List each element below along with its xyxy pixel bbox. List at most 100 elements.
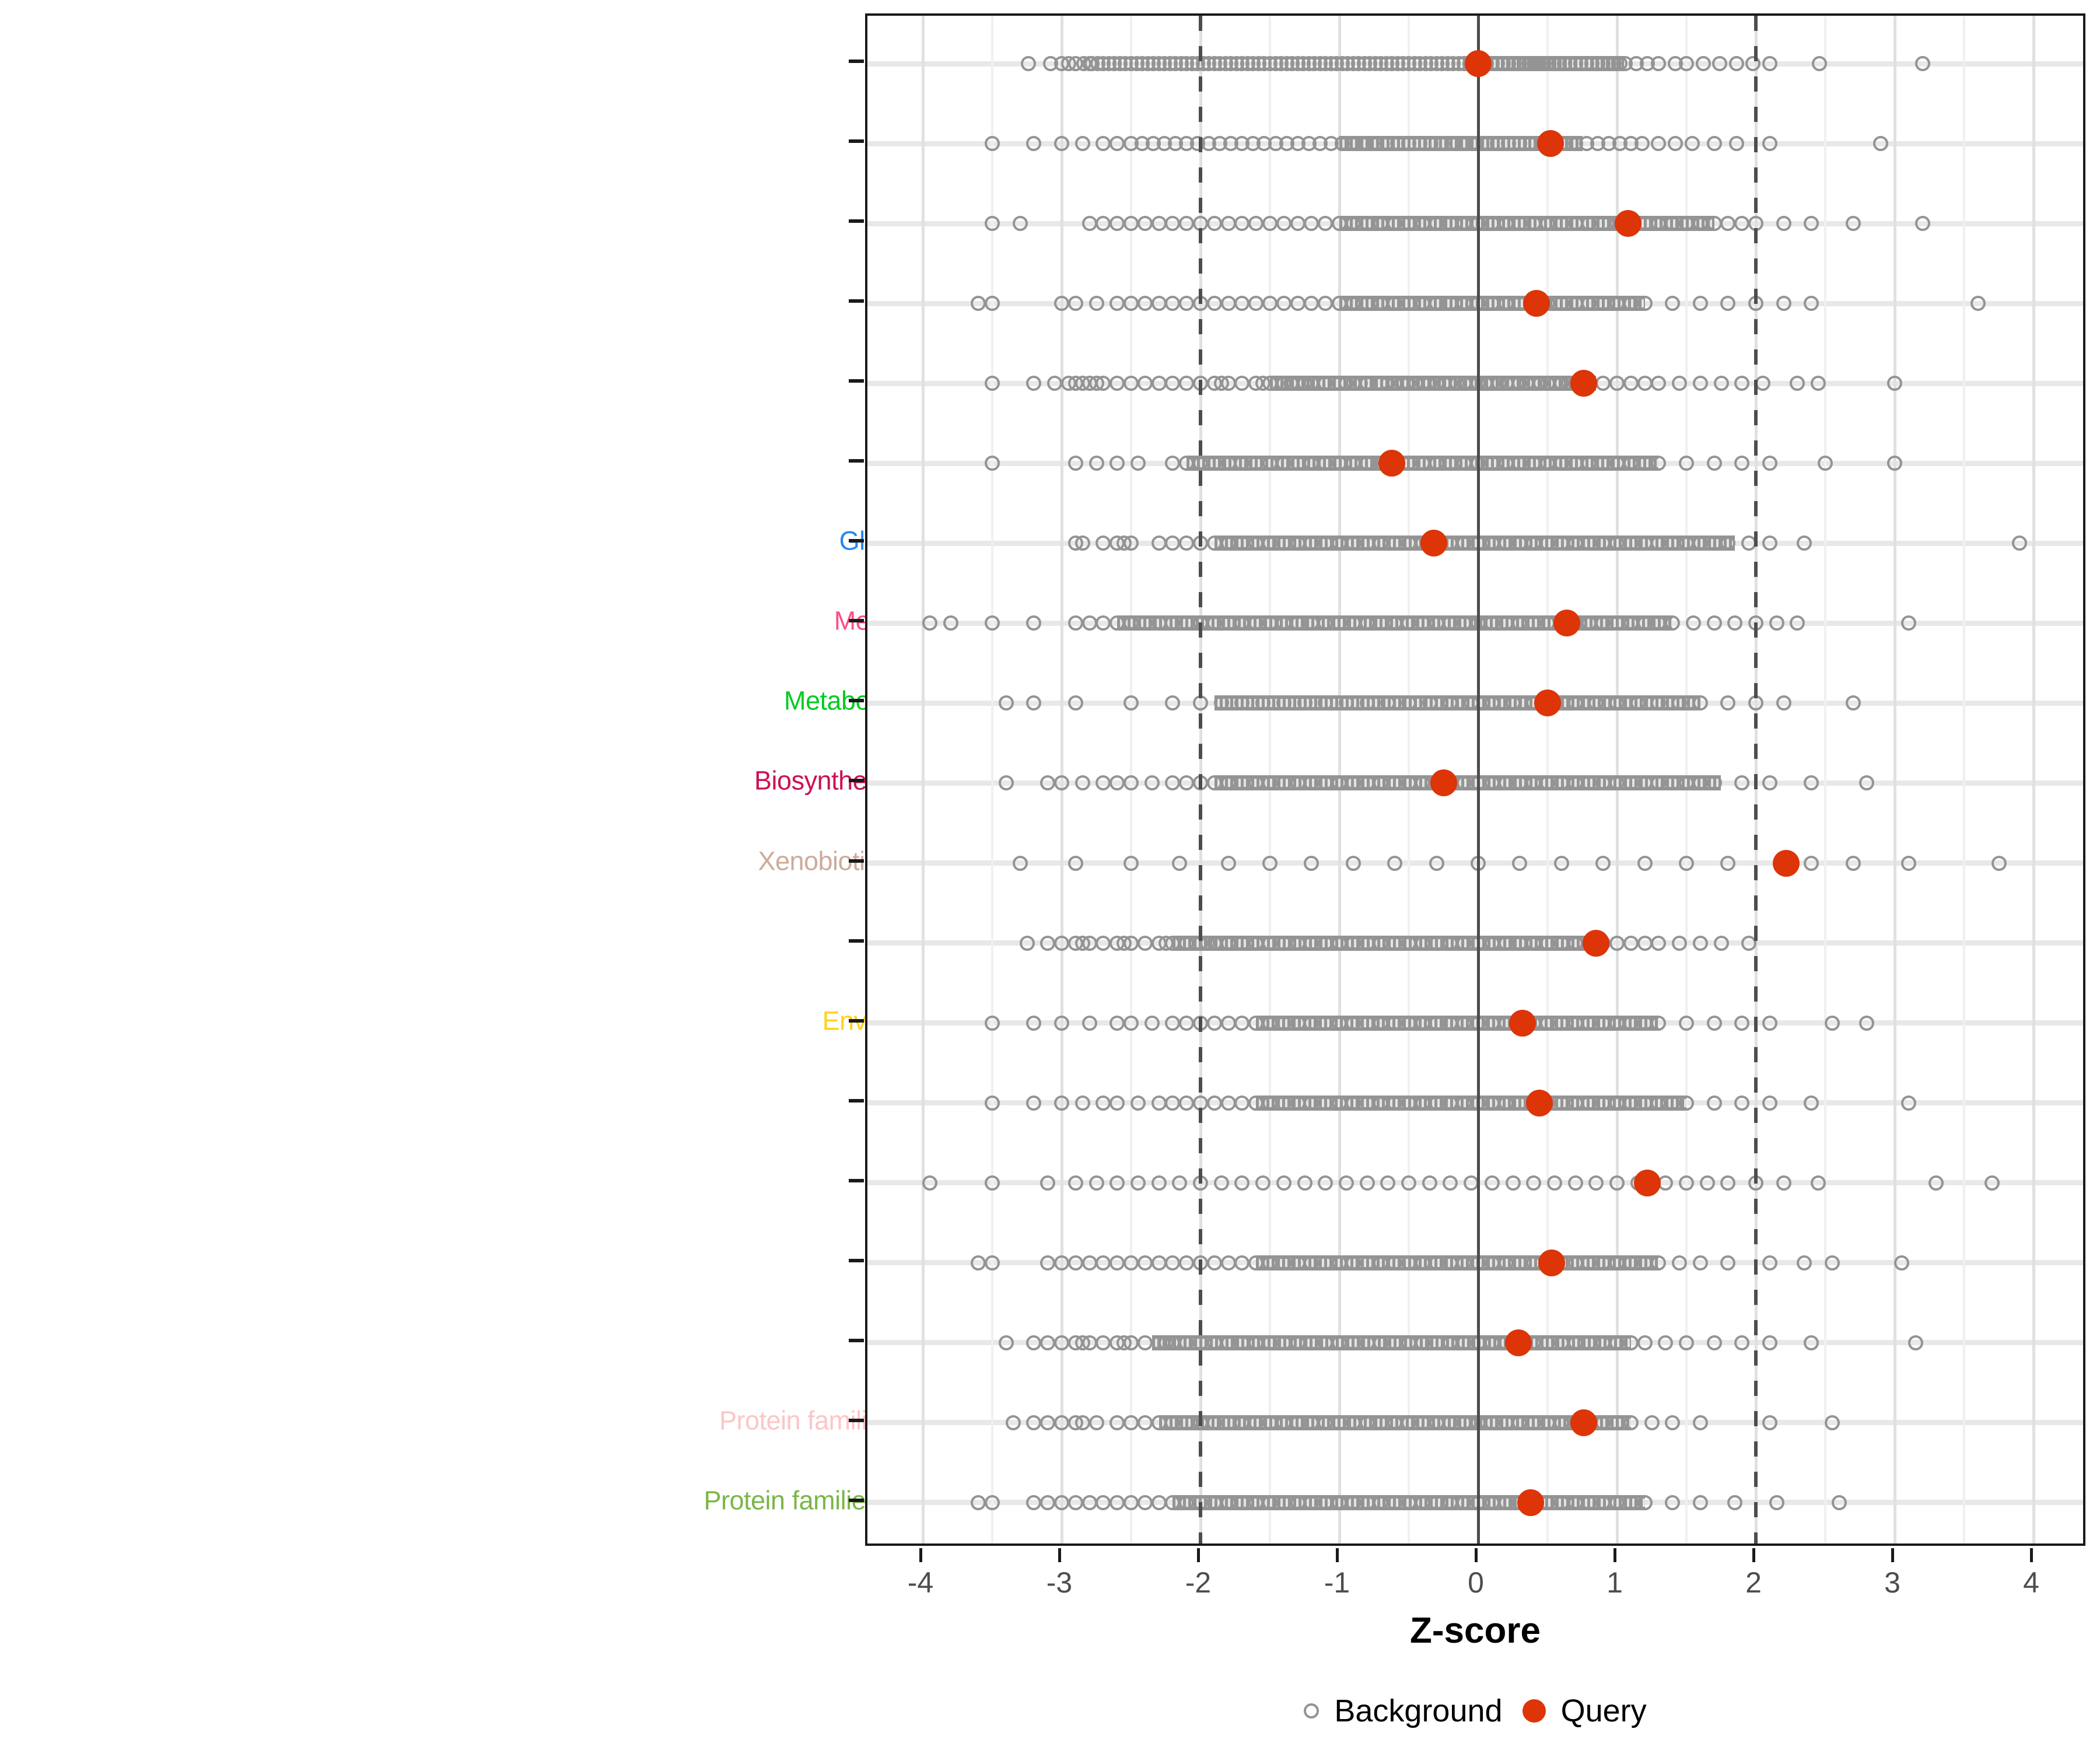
background-point [1262,1095,1278,1111]
background-point [1165,536,1181,551]
threshold-reference-line [1199,16,1202,1544]
background-point [1415,296,1430,312]
background-point [1422,1175,1437,1191]
background-point [1595,1255,1611,1270]
background-point [1373,1415,1389,1430]
background-point [1054,935,1069,951]
background-point [1318,1255,1334,1270]
background-point [1651,216,1667,232]
background-point [1429,1255,1444,1270]
background-point [1124,855,1139,871]
background-point [1484,935,1500,951]
background-point [1151,1095,1167,1111]
background-point [1672,1255,1688,1270]
background-point [1512,855,1528,871]
background-point [1262,216,1278,232]
background-point [1623,456,1639,471]
background-point [1679,536,1694,551]
background-point [1165,376,1181,391]
background-point [1234,376,1250,391]
background-point [1068,1255,1083,1270]
background-point [1248,1095,1264,1111]
background-point [1818,456,1833,471]
background-point [1304,1255,1320,1270]
background-point [1151,1494,1167,1510]
background-point [1457,775,1472,791]
background-point [1088,1415,1104,1430]
y-axis-tick [849,1418,864,1422]
background-point [1637,855,1653,871]
filled-circle-icon [1522,1699,1546,1723]
background-point [1151,376,1167,391]
background-point [1304,1415,1320,1430]
x-axis-tick [1196,1548,1200,1562]
background-point [1345,536,1361,551]
background-point [1179,1015,1195,1031]
background-point [1692,935,1708,951]
background-point [1637,935,1653,951]
background-point [1359,775,1375,791]
background-point [1581,536,1597,551]
background-point [1248,456,1264,471]
query-point [1509,1009,1536,1037]
open-circle-icon [1304,1703,1320,1718]
background-point [1054,296,1069,312]
background-point [1637,456,1653,471]
background-point [1720,296,1736,312]
background-point [1484,216,1500,232]
background-point [1512,935,1528,951]
background-point [1595,376,1611,391]
background-point [1540,1335,1555,1350]
background-point [1040,1175,1056,1191]
background-point [1762,1095,1777,1111]
background-point [1345,775,1361,791]
background-point [1054,1494,1069,1510]
background-point [1318,456,1334,471]
background-point [1762,775,1777,791]
background-point [1276,695,1292,711]
background-point [1262,456,1278,471]
threshold-reference-line [1754,16,1758,1544]
background-point [1332,1494,1347,1510]
background-point [1546,1175,1562,1191]
background-point [1276,1415,1292,1430]
background-point [1179,536,1195,551]
background-point [1151,1415,1167,1430]
y-axis-tick [849,1498,864,1502]
background-point [1012,216,1028,232]
background-point [1824,1015,1840,1031]
background-point [1581,1335,1597,1350]
background-point [1074,1095,1090,1111]
background-point [1096,1494,1111,1510]
background-point [1387,536,1403,551]
background-point [1637,376,1653,391]
background-point [1220,1015,1236,1031]
background-point [1484,1415,1500,1430]
background-point [1429,1494,1444,1510]
background-point [1345,935,1361,951]
background-point [971,1255,986,1270]
background-point [1484,1255,1500,1270]
background-point [1422,695,1437,711]
background-point [971,296,986,312]
background-point [1276,935,1292,951]
background-point [1165,1335,1181,1350]
background-point [1318,216,1334,232]
background-point [1811,376,1826,391]
background-point [1581,1095,1597,1111]
background-point [1679,1015,1694,1031]
background-point [1970,296,1986,312]
background-point [1082,216,1097,232]
background-point [1588,1175,1604,1191]
legend-item-query: Query [1522,1693,1647,1729]
vertical-gridline [921,16,925,1544]
background-point [1124,695,1139,711]
background-point [1553,1015,1569,1031]
background-point [1068,695,1083,711]
background-point [1595,615,1611,631]
background-point [1373,775,1389,791]
background-point [1637,1015,1653,1031]
y-axis-tick [849,539,864,543]
background-point [1672,935,1688,951]
background-point [1595,1095,1611,1111]
